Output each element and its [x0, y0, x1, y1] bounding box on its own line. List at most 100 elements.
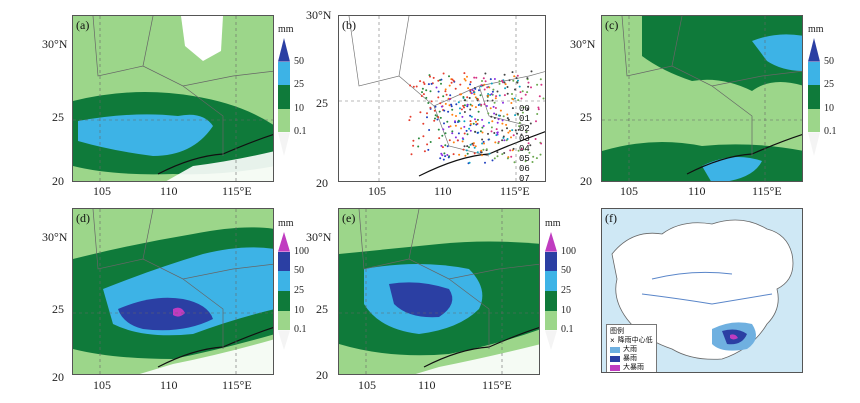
- panel-a-field: [73, 16, 273, 181]
- scatter-point: [436, 118, 439, 121]
- scatter-point: [419, 111, 422, 114]
- scatter-point: [437, 96, 440, 99]
- scatter-point: [458, 153, 461, 156]
- scatter-point: [474, 118, 476, 121]
- scatter-point: [501, 79, 504, 82]
- scatter-point: [483, 88, 486, 91]
- colorbar-segment: [278, 85, 290, 109]
- scatter-point: [434, 117, 436, 120]
- scatter-point: [463, 106, 465, 109]
- scatter-point: [509, 130, 511, 132]
- scatter-point: [473, 146, 476, 149]
- scatter-point: [488, 121, 490, 124]
- scatter-point: [429, 75, 431, 78]
- scatter-point: [408, 119, 411, 122]
- panel-d-field: [73, 209, 273, 374]
- colorbar-segment: [278, 232, 290, 252]
- precip-band-extreme: [173, 307, 185, 317]
- precip-band-storm: [118, 297, 213, 331]
- scatter-point: [495, 95, 498, 98]
- scatter-point: [460, 127, 463, 130]
- y-tick: 25: [580, 110, 592, 124]
- scatter-point: [524, 93, 527, 96]
- scatter-point: [444, 90, 447, 93]
- scatter-point: [444, 88, 447, 91]
- scatter-point: [486, 86, 489, 89]
- scatter-point: [481, 80, 483, 82]
- scatter-point: [477, 98, 479, 101]
- scatter-point: [487, 94, 490, 97]
- province-borders: [348, 16, 545, 157]
- scatter-point: [448, 98, 451, 101]
- scatter-point: [510, 155, 513, 158]
- panel-b: (b) 00 01 02 03 04 05 06 07 08: [338, 15, 546, 182]
- scatter-point: [513, 75, 516, 78]
- colorbar-d: mm 100 50 25 10 0.1: [278, 218, 309, 350]
- scatter-point: [444, 155, 447, 158]
- scatter-point: [446, 120, 449, 123]
- scatter-point: [432, 76, 435, 79]
- scatter-point: [450, 103, 453, 106]
- scatter-point: [506, 92, 509, 95]
- scatter-point: [502, 115, 505, 118]
- y-tick: 20: [52, 370, 64, 384]
- scatter-point: [521, 111, 524, 114]
- y-tick: 25: [316, 302, 328, 316]
- scatter-point: [479, 94, 482, 97]
- y-tick: 20: [580, 174, 592, 188]
- scatter-point: [461, 137, 464, 140]
- colorbar-level: 25: [294, 79, 304, 91]
- colorbar-segment: [278, 132, 290, 156]
- scatter-point: [471, 89, 474, 91]
- scatter-point: [441, 134, 444, 137]
- scatter-point: [507, 118, 510, 121]
- scatter-point: [492, 88, 495, 91]
- colorbar-level: 10: [294, 304, 304, 316]
- colorbar-segment: [278, 310, 290, 331]
- scatter-point: [512, 147, 515, 150]
- scatter-point: [438, 137, 441, 140]
- scatter-point: [463, 120, 466, 123]
- scatter-point: [529, 144, 532, 147]
- scatter-point: [532, 155, 535, 158]
- scatter-point: [496, 121, 499, 124]
- scatter-point: [490, 126, 493, 129]
- scatter-point: [494, 141, 497, 144]
- colorbar-segment: [278, 271, 290, 291]
- scatter-point: [493, 132, 496, 134]
- scatter-point: [429, 141, 432, 143]
- scatter-point: [503, 152, 506, 154]
- scatter-point: [457, 132, 460, 135]
- scatter-point: [441, 154, 444, 157]
- scatter-point: [490, 130, 493, 133]
- scatter-point: [485, 105, 488, 107]
- sea-area: [139, 339, 273, 374]
- scatter-point: [450, 81, 453, 84]
- scatter-point: [526, 91, 529, 94]
- scatter-point: [435, 86, 438, 89]
- scatter-point: [542, 97, 545, 100]
- scatter-point: [421, 91, 423, 94]
- scatter-point: [462, 148, 465, 151]
- scatter-point: [455, 115, 457, 117]
- colorbar-segment: [545, 232, 557, 252]
- scatter-point: [466, 145, 469, 148]
- colorbar-c: mm 50 25 10 0.1: [808, 24, 837, 156]
- scatter-point: [471, 104, 474, 107]
- scatter-point: [494, 107, 497, 109]
- scatter-point: [442, 72, 445, 75]
- scatter-point: [455, 103, 458, 106]
- scatter-point: [522, 106, 525, 109]
- legend-entry: 00: [519, 104, 530, 114]
- scatter-point: [459, 107, 461, 110]
- scatter-point: [463, 72, 466, 75]
- scatter-point: [469, 83, 472, 86]
- scatter-point: [515, 77, 518, 80]
- panel-c: (c): [601, 15, 803, 182]
- scatter-point: [439, 116, 442, 119]
- scatter-point: [502, 135, 505, 138]
- colorbar-segment: [545, 251, 557, 272]
- scatter-point: [527, 85, 530, 88]
- scatter-point: [499, 109, 502, 112]
- panel-e: (e): [338, 208, 540, 375]
